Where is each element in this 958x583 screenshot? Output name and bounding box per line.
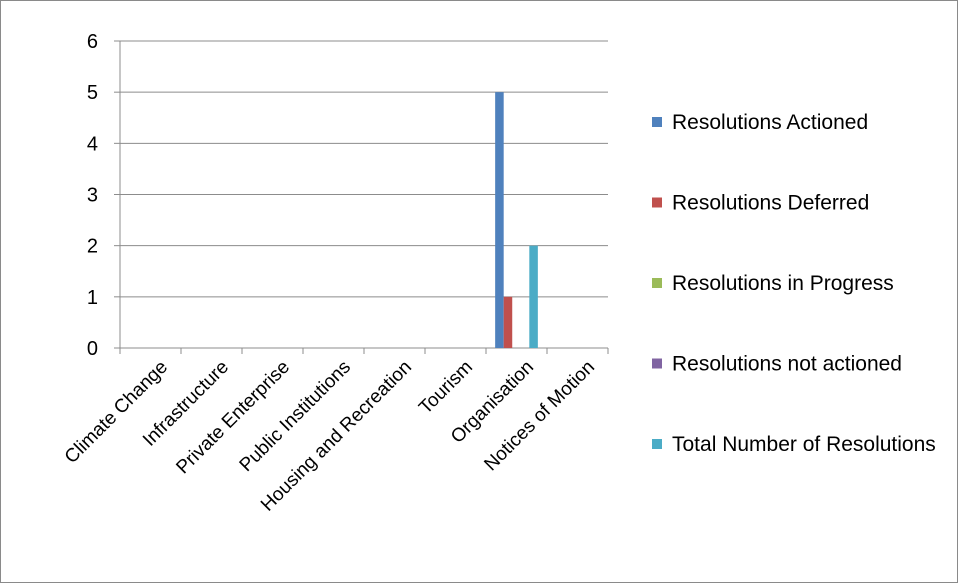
legend-label: Total Number of Resolutions — [672, 433, 936, 456]
legend-item: Resolutions not actioned — [652, 353, 902, 376]
x-tick-label: Climate Change — [61, 357, 172, 468]
legend-swatch — [652, 197, 662, 208]
axes — [114, 40, 609, 354]
bars — [495, 92, 538, 349]
legend-item: Resolutions in Progress — [652, 272, 894, 295]
legend-swatch — [652, 439, 662, 449]
y-tick-label: 2 — [87, 236, 98, 258]
y-tick-label: 0 — [87, 338, 98, 360]
x-tick-label: Public Institutions — [236, 357, 355, 476]
y-tick-label: 1 — [87, 287, 98, 309]
legend-label: Resolutions Deferred — [672, 192, 869, 215]
gridlines — [120, 40, 608, 298]
legend-label: Resolutions not actioned — [672, 353, 902, 376]
bar-total-number-of-resolutions-6 — [529, 245, 538, 348]
y-tick-label: 5 — [87, 82, 98, 104]
legend-item: Resolutions Actioned — [652, 111, 868, 134]
y-tick-label: 3 — [87, 185, 98, 207]
x-tick-label: Private Enterprise — [172, 357, 294, 479]
x-tick-label: Tourism — [415, 357, 477, 419]
y-tick-label: 4 — [87, 133, 98, 155]
x-tick-label: Notices of Motion — [480, 357, 599, 476]
legend-item: Total Number of Resolutions — [652, 433, 936, 456]
legend: Resolutions Actioned Resolutions Deferred… — [652, 111, 936, 456]
legend-swatch — [652, 358, 662, 369]
y-tick-label: 6 — [87, 31, 98, 53]
legend-label: Resolutions Actioned — [672, 111, 868, 134]
legend-swatch — [652, 117, 662, 127]
legend-label: Resolutions in Progress — [672, 272, 894, 295]
legend-item: Resolutions Deferred — [652, 192, 869, 215]
legend-swatch — [652, 278, 662, 288]
y-tick-labels: 0 1 2 3 4 5 6 — [87, 31, 98, 360]
bar-resolutions-deferred-6 — [503, 296, 513, 348]
bar-resolutions-actioned-6 — [495, 92, 504, 349]
